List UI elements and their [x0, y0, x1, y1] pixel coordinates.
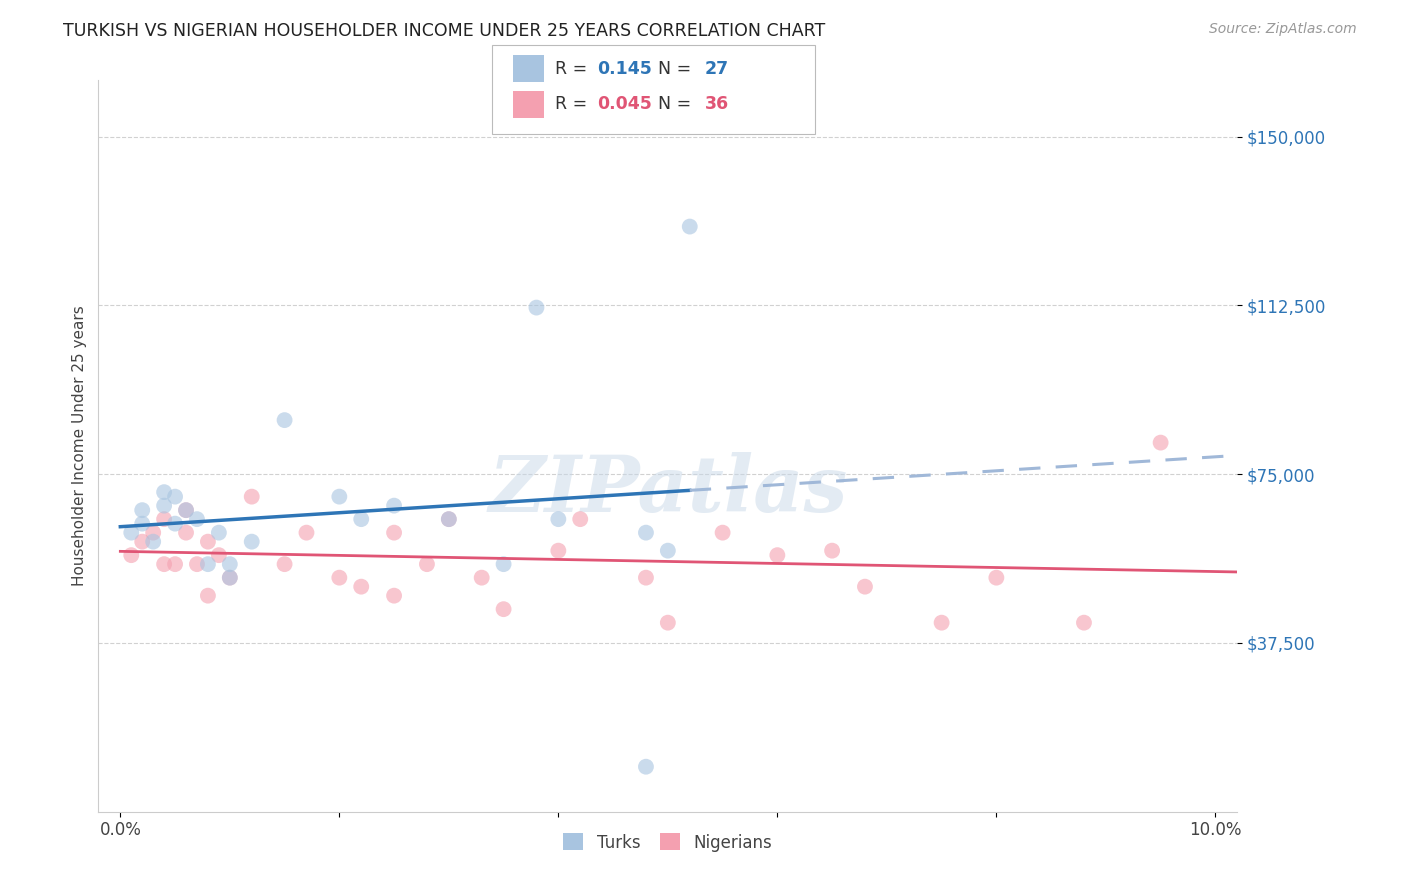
Point: [273, 413, 295, 427]
Point: [142, 525, 165, 540]
Text: 0.045: 0.045: [598, 95, 652, 113]
Point: [821, 543, 844, 558]
Point: [165, 557, 187, 571]
Point: [208, 525, 231, 540]
Point: [382, 589, 405, 603]
Point: [569, 512, 592, 526]
Text: Source: ZipAtlas.com: Source: ZipAtlas.com: [1209, 22, 1357, 37]
Text: ZIPatlas: ZIPatlas: [488, 451, 848, 528]
Point: [634, 760, 657, 774]
Text: 0.145: 0.145: [598, 60, 652, 78]
Point: [471, 571, 494, 585]
Point: [328, 571, 350, 585]
Point: [416, 557, 439, 571]
Y-axis label: Householder Income Under 25 years: Householder Income Under 25 years: [72, 306, 87, 586]
Point: [350, 580, 373, 594]
Point: [142, 534, 165, 549]
Point: [218, 557, 240, 571]
Point: [153, 557, 176, 571]
Point: [634, 571, 657, 585]
Point: [131, 503, 153, 517]
Point: [153, 512, 176, 526]
Point: [153, 499, 176, 513]
Point: [931, 615, 953, 630]
Point: [492, 557, 515, 571]
Point: [240, 490, 263, 504]
Text: N =: N =: [647, 95, 696, 113]
Point: [218, 571, 240, 585]
Point: [657, 615, 679, 630]
Text: 36: 36: [704, 95, 728, 113]
Point: [273, 557, 295, 571]
Point: [174, 503, 197, 517]
Point: [120, 548, 142, 562]
Point: [208, 548, 231, 562]
Point: [437, 512, 460, 526]
Point: [766, 548, 789, 562]
Point: [131, 516, 153, 531]
Point: [382, 499, 405, 513]
Legend: Turks, Nigerians: Turks, Nigerians: [557, 827, 779, 858]
Point: [526, 301, 548, 315]
Point: [986, 571, 1008, 585]
Point: [186, 512, 208, 526]
Point: [1073, 615, 1095, 630]
Text: R =: R =: [555, 60, 593, 78]
Text: R =: R =: [555, 95, 593, 113]
Point: [1149, 435, 1171, 450]
Point: [634, 525, 657, 540]
Point: [328, 490, 350, 504]
Point: [547, 512, 569, 526]
Point: [492, 602, 515, 616]
Point: [165, 490, 187, 504]
Text: N =: N =: [647, 60, 696, 78]
Point: [240, 534, 263, 549]
Point: [711, 525, 734, 540]
Point: [218, 571, 240, 585]
Point: [382, 525, 405, 540]
Point: [120, 525, 142, 540]
Text: TURKISH VS NIGERIAN HOUSEHOLDER INCOME UNDER 25 YEARS CORRELATION CHART: TURKISH VS NIGERIAN HOUSEHOLDER INCOME U…: [63, 22, 825, 40]
Point: [197, 589, 219, 603]
Point: [197, 534, 219, 549]
Point: [853, 580, 876, 594]
Point: [679, 219, 702, 234]
Point: [197, 557, 219, 571]
Point: [165, 516, 187, 531]
Point: [350, 512, 373, 526]
Point: [186, 557, 208, 571]
Text: 27: 27: [704, 60, 728, 78]
Point: [174, 525, 197, 540]
Point: [437, 512, 460, 526]
Point: [131, 534, 153, 549]
Point: [657, 543, 679, 558]
Point: [295, 525, 318, 540]
Point: [174, 503, 197, 517]
Point: [547, 543, 569, 558]
Point: [153, 485, 176, 500]
